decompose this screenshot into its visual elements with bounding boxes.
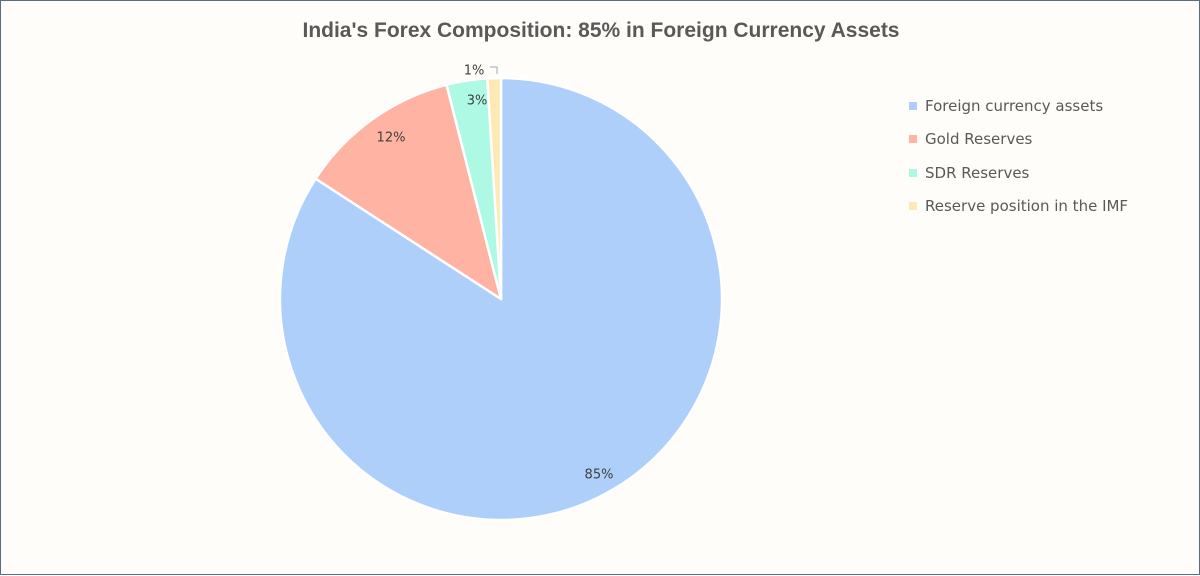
- legend-label: Reserve position in the IMF: [925, 197, 1129, 216]
- legend-swatch: [909, 135, 917, 144]
- data-label-reserve-position-in-the-imf: 1%: [464, 64, 485, 79]
- legend-item-gold-reserves: Gold Reserves: [909, 123, 1128, 157]
- legend-item-foreign-currency-assets: Foreign currency assets: [909, 89, 1128, 123]
- legend-swatch: [909, 168, 917, 177]
- legend-swatch: [909, 202, 917, 211]
- legend-label: SDR Reserves: [925, 163, 1030, 182]
- pie-slices: [278, 76, 724, 522]
- leader-line-reserve-position-in-the-imf: [490, 66, 498, 74]
- chart-title: India's Forex Composition: 85% in Foreig…: [302, 19, 900, 42]
- slice-reserve-position-in-the-imf: [486, 76, 503, 301]
- data-label-foreign-currency-assets: 85%: [585, 468, 614, 483]
- legend-item-sdr-reserves: SDR Reserves: [909, 156, 1128, 190]
- legend-label: Foreign currency assets: [925, 96, 1104, 115]
- legend-swatch: [909, 101, 917, 110]
- data-label-sdr-reserves: 3%: [467, 94, 488, 109]
- slice-gold-reserves: [314, 83, 503, 301]
- legend: Foreign currency assets Gold Reserves SDR …: [909, 89, 1128, 223]
- legend-label: Gold Reserves: [925, 130, 1033, 149]
- legend-item-reserve-position-in-the-imf: Reserve position in the IMF: [909, 190, 1128, 224]
- pie-data-labels: 85% 12% 3% 1%: [377, 64, 614, 483]
- data-label-gold-reserves: 12%: [377, 131, 406, 146]
